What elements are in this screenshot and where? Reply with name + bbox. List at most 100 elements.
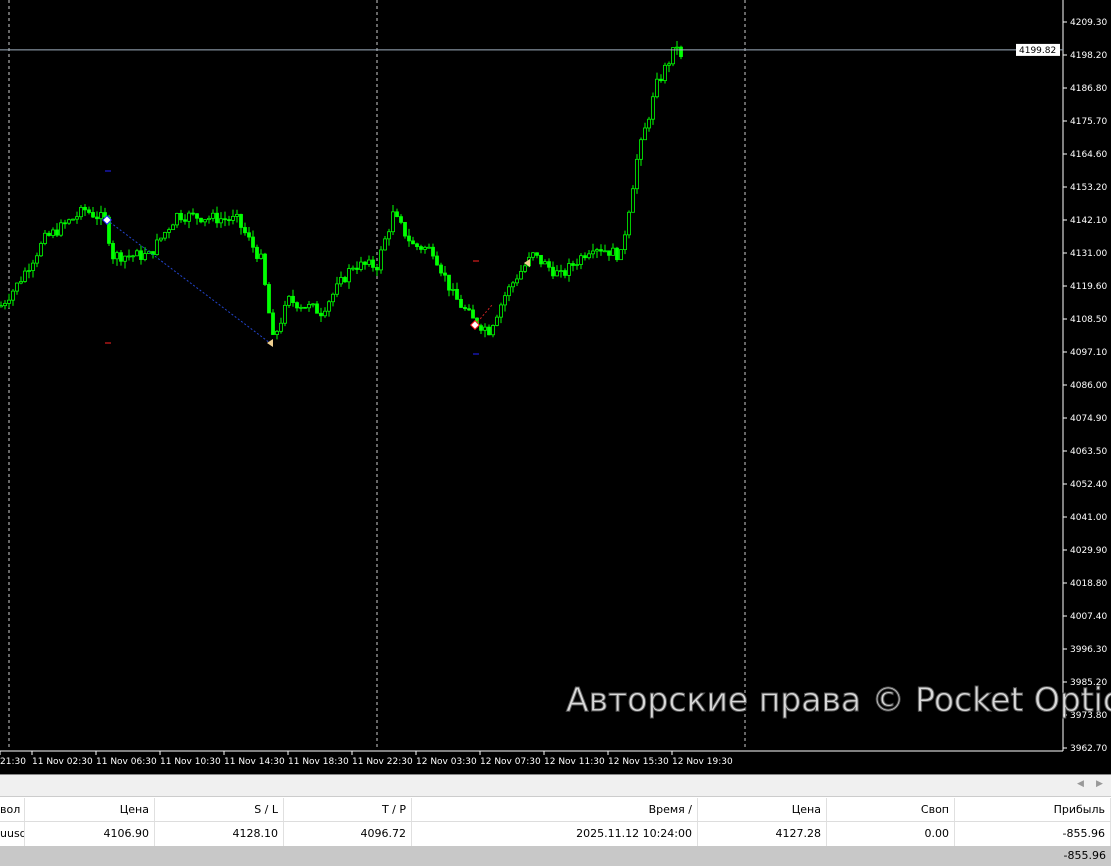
candle-body [467,308,471,311]
candle-body [171,224,175,231]
exit-arrow-icon [267,339,273,347]
candle-body [3,302,7,307]
candle-body [359,261,363,270]
candle-body [163,231,167,239]
candle-body [519,270,523,280]
candle-body [579,255,583,265]
candle-body [71,218,75,221]
header-symbol[interactable]: вол [0,798,25,821]
candle-body [27,270,31,272]
candle-body [327,301,331,312]
header-sl[interactable]: S / L [155,798,284,821]
candle-body [511,282,515,288]
candle-body [671,47,675,65]
candle-body [311,303,315,306]
table-row[interactable]: uusd 4106.90 4128.10 4096.72 2025.11.12 10:2… [0,822,1111,846]
terminal-toolbar: ◀ ▶ [0,775,1111,797]
candle-body [283,304,287,324]
candle-body [647,118,651,129]
price-tick-label: 4074.90 [1070,414,1107,424]
candle-body [331,293,335,303]
panel-divider[interactable] [0,770,1111,775]
chart-canvas[interactable]: 4209.30 4198.20 4186.80 4175.70 4164.60 4153.… [0,0,1111,770]
candle-body [591,250,595,255]
cell-profit: -855.96 [955,822,1111,846]
time-tick-label: 12 Nov 19:30 [672,757,733,767]
candle-body [203,219,207,223]
price-chart[interactable]: 4209.30 4198.20 4186.80 4175.70 4164.60 4153.… [0,0,1111,770]
cell-price2: 4127.28 [698,822,827,846]
price-tick-label: 4041.00 [1070,513,1107,523]
candle-body [195,213,199,219]
candle-body [399,216,403,223]
candle-body [675,46,679,49]
candle-body [47,232,51,236]
candle-body [7,299,11,304]
candle-body [35,255,39,264]
candle-body [247,232,251,238]
candle-body [211,212,215,219]
candle-body [599,249,603,252]
time-tick-label: 11 Nov 06:30 [96,757,157,767]
candle-body [515,278,519,284]
current-price-box [1016,43,1060,56]
candle-body [179,212,183,221]
price-tick-label: 3985.20 [1070,678,1107,688]
candle-body [323,310,327,317]
candle-body [499,304,503,318]
candle-body [99,212,103,220]
total-profit: -855.96 [1063,849,1106,862]
trade-history-line [106,219,271,344]
candle-body [67,219,71,224]
header-price2[interactable]: Цена [698,798,827,821]
candle-body [567,263,571,276]
candle-body [267,284,271,314]
time-tick-label: 12 Nov 07:30 [480,757,541,767]
price-tick-label: 3973.80 [1070,711,1107,721]
price-tick-label: 4164.60 [1070,150,1107,160]
candle-body [603,250,607,253]
candle-body [191,212,195,215]
header-tp[interactable]: T / P [284,798,412,821]
candle-body [63,222,67,225]
candle-body [571,263,575,266]
price-tick-label: 4007.40 [1070,612,1107,622]
header-profit[interactable]: Прибыль [955,798,1111,821]
candle-body [451,288,455,291]
candle-body [243,227,247,234]
price-tick-label: 4209.30 [1070,18,1107,28]
price-tick-label: 4153.20 [1070,183,1107,193]
candle-body [463,307,467,310]
candle-body [371,259,375,268]
candle-body [319,312,323,317]
time-tick-label: 11 Nov 10:30 [160,757,221,767]
candle-body [471,309,475,319]
header-swap[interactable]: Своп [827,798,955,821]
time-tick-label: 11 Nov 22:30 [352,757,413,767]
entry-arrow-icon [470,320,480,330]
entry-arrow-icon [102,215,112,225]
candle-body [19,281,23,284]
cell-time: 2025.11.12 10:24:00 [412,822,698,846]
candle-body [439,264,443,274]
candle-body [431,246,435,257]
header-time[interactable]: Время / [412,798,698,821]
candle-body [315,303,319,314]
candle-body [183,219,187,222]
candle-body [83,206,87,211]
price-tick-label: 4086.00 [1070,381,1107,391]
price-tick-label: 4142.10 [1070,216,1107,226]
candle-body [391,211,395,233]
candle-body [11,290,15,301]
candle-body [175,212,179,226]
candle-body [335,283,339,295]
header-price[interactable]: Цена [25,798,155,821]
candle-body [51,229,55,236]
candle-body [215,212,219,224]
candle-body [235,213,239,217]
scroll-left-icon[interactable]: ◀ [1077,779,1084,789]
scroll-right-icon[interactable]: ▶ [1096,779,1103,789]
candle-body [123,255,127,262]
